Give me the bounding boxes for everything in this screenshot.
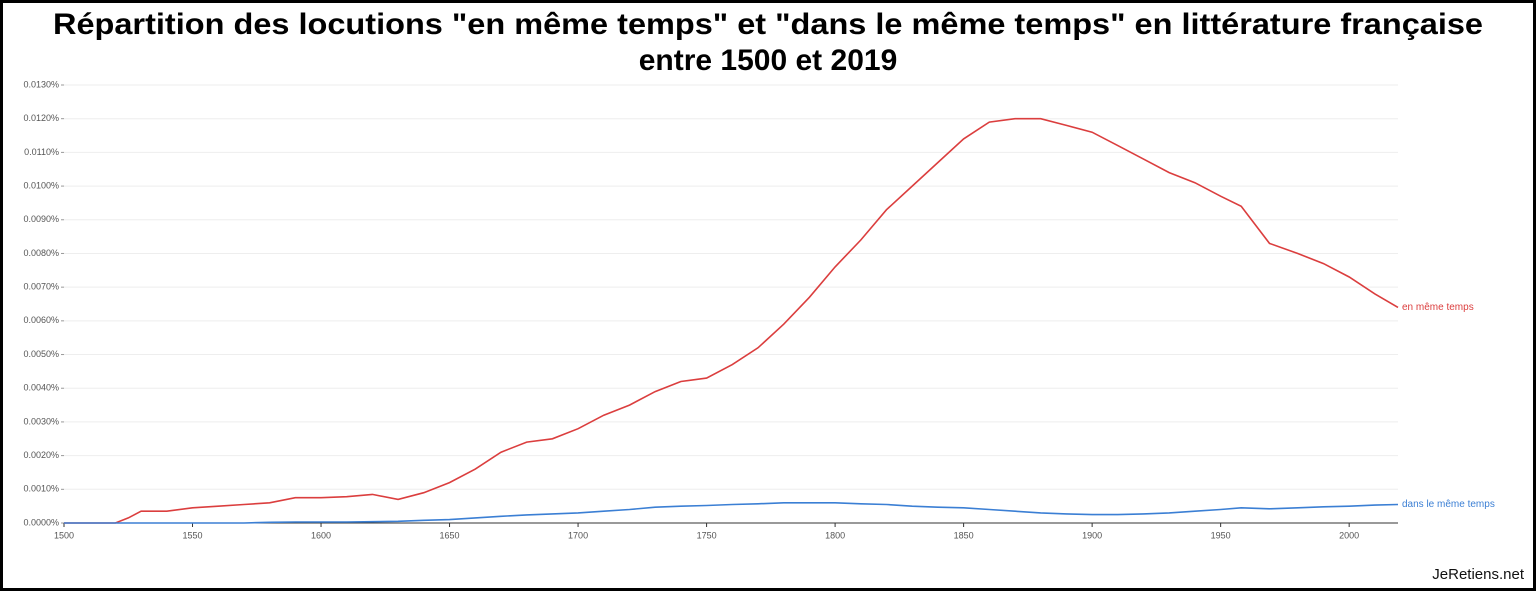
chart-title: entre 1500 et 2019 — [639, 44, 898, 77]
x-tick-label: 1800 — [825, 530, 845, 540]
y-tick-label: 0.0080% — [23, 248, 59, 258]
y-tick-label: 0.0110% — [24, 147, 59, 157]
x-tick-label: 1500 — [54, 530, 74, 540]
y-tick-label: 0.0120% — [23, 113, 59, 123]
y-tick-label: 0.0010% — [23, 484, 59, 494]
chart-title: Répartition des locutions "en même temps… — [53, 8, 1483, 41]
x-tick-label: 1600 — [311, 530, 331, 540]
y-tick-label: 0.0100% — [23, 180, 59, 190]
y-tick-label: 0.0070% — [23, 282, 59, 292]
x-tick-label: 2000 — [1339, 530, 1359, 540]
y-tick-label: 0.0060% — [23, 315, 59, 325]
x-tick-label: 1850 — [954, 530, 974, 540]
legend-label: en même temps — [1402, 302, 1474, 313]
x-tick-label: 1900 — [1082, 530, 1102, 540]
x-tick-label: 1550 — [183, 530, 203, 540]
x-tick-label: 1700 — [568, 530, 588, 540]
y-tick-label: 0.0040% — [23, 383, 59, 393]
x-tick-label: 1750 — [697, 530, 717, 540]
legend-label: dans le même temps — [1402, 499, 1495, 510]
y-tick-label: 0.0030% — [23, 416, 59, 426]
x-tick-label: 1650 — [440, 530, 460, 540]
y-tick-label: 0.0050% — [23, 349, 59, 359]
watermark: JeRetiens.net — [1432, 566, 1525, 583]
line — [64, 502, 1399, 524]
y-tick-label: 0.0020% — [23, 450, 59, 460]
line — [64, 117, 1399, 524]
y-tick-label: 0.0000% — [23, 517, 59, 527]
y-tick-label: 0.0090% — [23, 214, 59, 224]
y-tick-label: 0.0130% — [23, 79, 59, 89]
x-tick-label: 1950 — [1211, 530, 1231, 540]
